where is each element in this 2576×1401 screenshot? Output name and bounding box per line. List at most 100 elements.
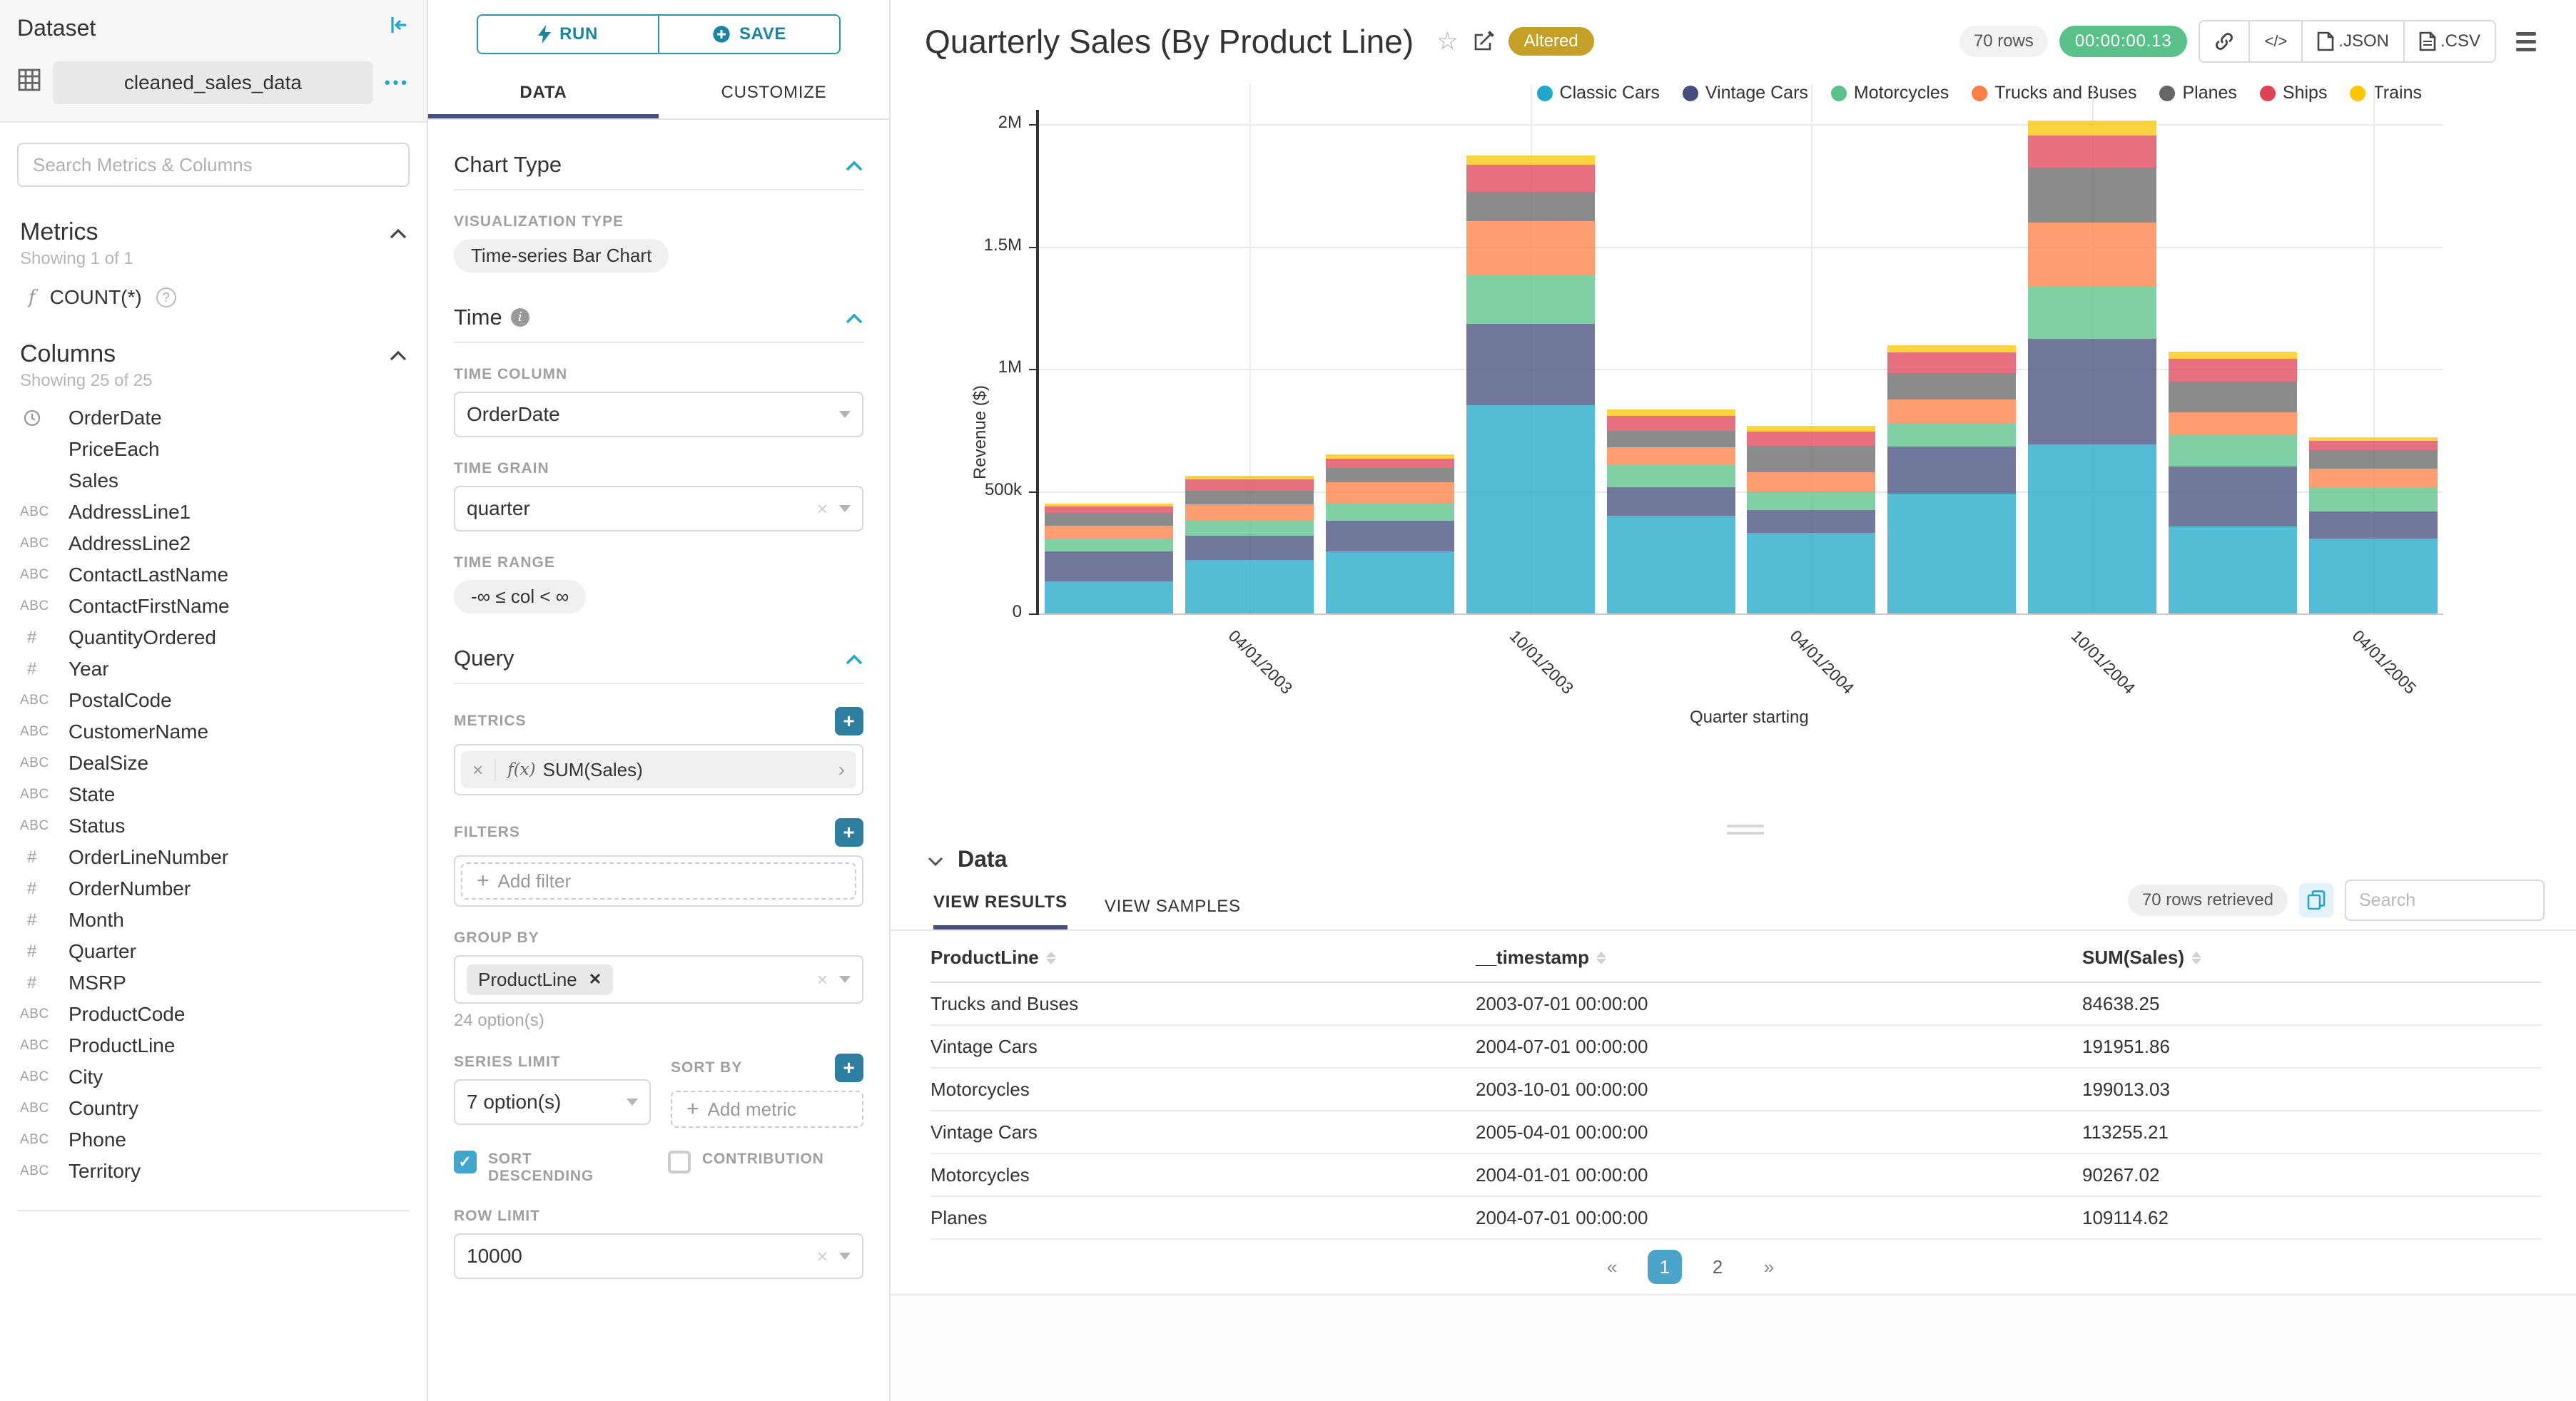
bar-segment[interactable] (1606, 515, 1735, 613)
bar-segment[interactable] (2168, 526, 2297, 613)
column-item[interactable]: ABC State (0, 779, 427, 810)
metrics-columns-search-input[interactable] (17, 143, 410, 187)
bar-segment[interactable] (2028, 167, 2156, 223)
bar-segment[interactable] (2308, 468, 2438, 488)
table-row[interactable]: Vintage Cars 2005-04-01 00:00:00 113255.… (930, 1111, 2542, 1154)
bar-segment[interactable] (1747, 509, 1876, 533)
export-json-button[interactable]: .JSON (2303, 21, 2405, 61)
bar-segment[interactable] (1606, 409, 1735, 417)
bar-segment[interactable] (1887, 372, 2017, 400)
dataset-more-icon[interactable]: ••• (384, 73, 410, 91)
bar-segment[interactable] (1747, 426, 1876, 432)
add-filter-dropzone[interactable]: + Add filter (461, 862, 856, 900)
bar-segment[interactable] (1747, 445, 1876, 473)
time-grain-select[interactable]: quarter × (454, 486, 863, 531)
bar-segment[interactable] (1606, 447, 1735, 465)
column-item[interactable]: ABC Territory (0, 1156, 427, 1187)
copy-link-button[interactable] (2200, 21, 2251, 61)
legend-item[interactable]: Trains (2350, 83, 2422, 103)
bar-segment[interactable] (2308, 511, 2438, 539)
series-limit-select[interactable]: 7 option(s) (454, 1079, 651, 1125)
bar-segment[interactable] (1185, 491, 1314, 505)
bar-segment[interactable] (2308, 437, 2438, 442)
pagination-next[interactable]: » (1763, 1255, 1775, 1278)
bar-segment[interactable] (2308, 449, 2438, 469)
column-item[interactable]: # Year (0, 653, 427, 685)
query-section-header[interactable]: Query (454, 645, 863, 684)
bar-segment[interactable] (1887, 422, 2017, 447)
legend-item[interactable]: Motorcycles (1830, 83, 1949, 103)
bar-segment[interactable] (1887, 399, 2017, 423)
bar-segment[interactable] (2028, 287, 2156, 340)
bar-segment[interactable] (1185, 504, 1314, 520)
bar-segment[interactable] (1466, 221, 1595, 275)
pagination-page-2[interactable]: 2 (1712, 1255, 1723, 1278)
bar-segment[interactable] (2028, 339, 2156, 444)
column-item[interactable]: ABC Status (0, 810, 427, 842)
metric-chip[interactable]: × f(x) SUM(Sales) › (461, 751, 856, 788)
add-metric-button[interactable]: + (835, 707, 863, 735)
edit-properties-icon[interactable] (1473, 31, 1494, 52)
pagination-page-1[interactable]: 1 (1648, 1250, 1682, 1284)
group-by-chip[interactable]: ProductLine ✕ (467, 964, 614, 995)
altered-badge[interactable]: Altered (1508, 27, 1594, 56)
remove-icon[interactable]: ✕ (588, 970, 602, 988)
bar-segment[interactable] (1185, 519, 1314, 536)
table-row[interactable]: Motorcycles 2004-01-01 00:00:00 90267.02 (930, 1154, 2542, 1197)
bar-segment[interactable] (2168, 434, 2297, 467)
table-row[interactable]: Trucks and Buses 2003-07-01 00:00:00 846… (930, 983, 2542, 1026)
bar-segment[interactable] (1887, 352, 2017, 373)
bar-segment[interactable] (2028, 223, 2156, 287)
bar-segment[interactable] (1045, 551, 1174, 582)
bar-segment[interactable] (2308, 441, 2438, 450)
legend-item[interactable]: Vintage Cars (1682, 83, 1808, 103)
bar-segment[interactable] (2168, 412, 2297, 435)
column-header-sum-sales[interactable]: SUM(Sales) (2082, 931, 2542, 982)
embed-code-button[interactable]: </> (2250, 21, 2303, 61)
bar-segment[interactable] (1326, 521, 1454, 551)
tab-customize[interactable]: CUSTOMIZE (721, 83, 827, 102)
dataset-name[interactable]: cleaned_sales_data (53, 61, 373, 104)
tab-view-results[interactable]: VIEW RESULTS (933, 878, 1068, 929)
column-item[interactable]: ABC ProductLine (0, 1030, 427, 1061)
bar-segment[interactable] (2168, 466, 2297, 526)
contribution-checkbox[interactable]: CONTRIBUTION (668, 1151, 824, 1185)
column-item[interactable]: ABC Country (0, 1093, 427, 1124)
column-item[interactable]: ABC City (0, 1061, 427, 1093)
bar-segment[interactable] (1887, 447, 2017, 494)
bar-segment[interactable] (1185, 479, 1314, 491)
bar-segment[interactable] (1747, 532, 1876, 613)
legend-item[interactable]: Trucks and Buses (1972, 83, 2136, 103)
pagination-prev[interactable]: « (1606, 1255, 1618, 1278)
column-item[interactable]: ABC ContactLastName (0, 559, 427, 591)
run-button[interactable]: RUN (478, 16, 659, 53)
bar-segment[interactable] (2168, 381, 2297, 413)
bar-segment[interactable] (2308, 539, 2438, 613)
column-item[interactable]: # MSRP (0, 967, 427, 999)
column-item[interactable]: ABC AddressLine1 (0, 496, 427, 528)
bar-segment[interactable] (1326, 482, 1454, 503)
row-limit-select[interactable]: 10000 × (454, 1233, 863, 1279)
bar-segment[interactable] (1606, 486, 1735, 516)
resize-handle[interactable] (1727, 825, 1764, 835)
bar-segment[interactable] (1466, 192, 1595, 222)
bar-segment[interactable] (1185, 559, 1314, 613)
bar-segment[interactable] (1326, 502, 1454, 521)
column-item[interactable]: Sales (0, 465, 427, 496)
add-sort-metric-button[interactable]: + (835, 1054, 863, 1082)
group-by-select[interactable]: ProductLine ✕ × (454, 955, 863, 1004)
visualization-type-value[interactable]: Time-series Bar Chart (454, 239, 669, 272)
time-section-header[interactable]: Time i (454, 304, 863, 343)
sort-descending-checkbox[interactable]: ✓ SORT DESCENDING (454, 1151, 668, 1185)
column-item[interactable]: ABC AddressLine2 (0, 528, 427, 559)
column-header-productline[interactable]: ProductLine (930, 931, 1476, 982)
bar-segment[interactable] (2308, 487, 2438, 511)
bar-segment[interactable] (1466, 275, 1595, 325)
columns-section-header[interactable]: Columns (0, 340, 427, 368)
column-item[interactable]: # Quarter (0, 936, 427, 967)
column-item[interactable]: # OrderNumber (0, 873, 427, 905)
bar-segment[interactable] (1185, 535, 1314, 560)
column-item[interactable]: # OrderLineNumber (0, 842, 427, 873)
bar-segment[interactable] (1045, 581, 1174, 613)
clear-icon[interactable]: × (816, 497, 828, 519)
